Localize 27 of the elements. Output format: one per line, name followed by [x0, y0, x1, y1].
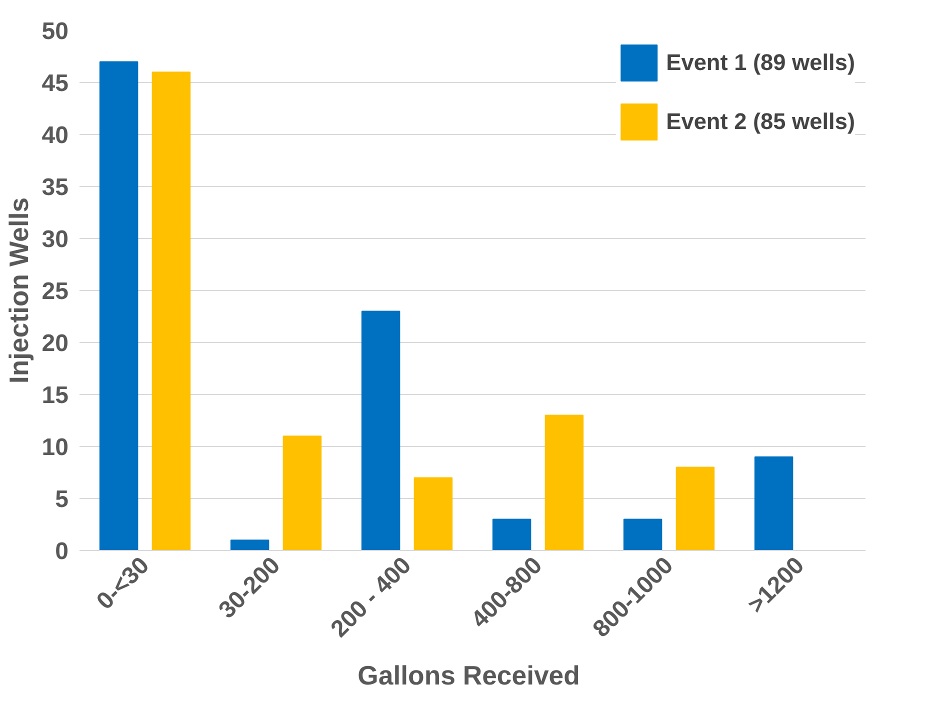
- y-tick-label: 15: [42, 382, 69, 409]
- y-tick-label: 5: [55, 486, 69, 513]
- legend-label: Event 1 (89 wells): [666, 49, 855, 76]
- legend-label: Event 2 (85 wells): [666, 108, 855, 135]
- y-tick-label: 25: [42, 278, 69, 305]
- y-tick-label: 10: [42, 434, 69, 461]
- bar: [676, 466, 715, 550]
- bar: [492, 518, 532, 550]
- y-tick-label: 35: [42, 174, 69, 201]
- bar: [99, 61, 138, 550]
- y-tick-label: 0: [55, 538, 69, 565]
- y-tick-label: 40: [42, 122, 69, 149]
- bar: [754, 456, 794, 550]
- y-tick-label: 20: [42, 330, 69, 357]
- bar: [544, 414, 584, 550]
- bar: [414, 477, 453, 550]
- y-tick-label: 30: [42, 226, 69, 253]
- bar: [282, 436, 322, 550]
- bar: [623, 518, 662, 550]
- bar: [230, 540, 270, 550]
- y-axis-title: Injection Wells: [4, 197, 34, 384]
- y-tick-label: 50: [42, 18, 69, 45]
- bar: [152, 72, 191, 550]
- y-tick-label: 45: [42, 70, 69, 97]
- bar: [361, 310, 400, 550]
- x-axis-title: Gallons Received: [358, 660, 580, 690]
- x-tick-label: 200 - 400: [326, 552, 417, 643]
